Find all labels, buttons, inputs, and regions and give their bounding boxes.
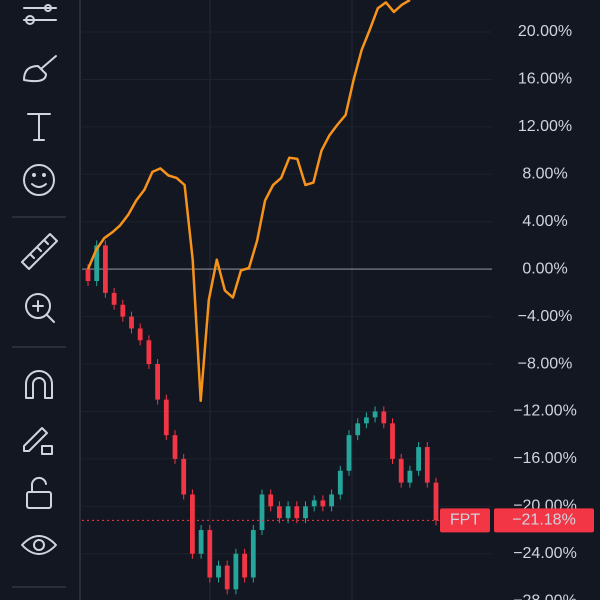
- y-tick-label: 20.00%: [518, 23, 572, 40]
- candle-body: [172, 435, 178, 459]
- y-tick-label: −24.00%: [513, 545, 577, 562]
- candle-body: [337, 470, 343, 495]
- candle-body: [416, 447, 421, 471]
- candle-body: [129, 316, 134, 329]
- y-tick-label: 0.00%: [522, 260, 567, 277]
- y-tick-label: −28.00%: [513, 592, 577, 600]
- tool-lock[interactable]: [26, 476, 52, 509]
- candle-body: [294, 506, 300, 519]
- candle-body: [163, 399, 169, 436]
- tool-emoji[interactable]: [23, 164, 55, 196]
- y-tick-label: 16.00%: [518, 71, 572, 88]
- candle-body: [433, 482, 439, 521]
- candle-body: [372, 411, 378, 418]
- candle-body: [207, 530, 213, 578]
- candle-body: [355, 423, 361, 436]
- tool-settings[interactable]: [23, 4, 57, 25]
- candle-body: [250, 530, 256, 578]
- last-value-box: [494, 508, 594, 533]
- last-value-label: −21.18%: [512, 512, 576, 529]
- candle-body: [268, 494, 274, 507]
- candle-body: [242, 553, 247, 578]
- candle-body: [320, 500, 326, 507]
- candle-body: [329, 494, 334, 507]
- symbol-label: FPT: [450, 512, 480, 529]
- candle-body: [407, 470, 413, 483]
- tool-ruler[interactable]: [21, 233, 58, 270]
- candle-body: [146, 340, 152, 365]
- line-series: [86, 0, 411, 403]
- candle-body: [190, 494, 195, 554]
- candle-body: [181, 458, 187, 495]
- y-tick-label: −4.00%: [518, 308, 573, 325]
- candle-body: [398, 458, 404, 483]
- candle-body: [381, 411, 387, 424]
- y-tick-label: −8.00%: [518, 355, 573, 372]
- y-tick-label: 4.00%: [522, 213, 567, 230]
- symbol-label-box: [440, 508, 490, 533]
- candle-body: [285, 506, 291, 519]
- tool-zoom[interactable]: [25, 293, 55, 323]
- y-tick-label: 12.00%: [518, 118, 572, 135]
- tool-brush[interactable]: [23, 55, 57, 83]
- y-tick-label: −16.00%: [513, 450, 577, 467]
- toolbar: [12, 0, 81, 600]
- candle-body: [259, 494, 265, 531]
- tool-visibility[interactable]: [21, 535, 57, 555]
- candle-body: [103, 245, 108, 293]
- candle-body: [346, 435, 352, 471]
- candle-body: [390, 423, 395, 459]
- candle-body: [198, 530, 204, 554]
- plot: 20.00% 16.00% 12.00% 8.00% 4.00% 0.00% −4.00% −…: [82, 0, 594, 600]
- candle-body: [155, 364, 160, 400]
- tool-text[interactable]: [27, 113, 51, 141]
- candle-body: [111, 292, 117, 305]
- candle-body: [216, 565, 221, 578]
- tool-lock-drawing[interactable]: [23, 427, 53, 455]
- candle-body: [137, 328, 143, 341]
- candle-body: [233, 553, 239, 590]
- y-tick-label: 8.00%: [522, 166, 567, 183]
- candle-body: [120, 304, 126, 317]
- candle-body: [85, 269, 91, 282]
- candle-body: [94, 245, 100, 282]
- y-tick-label: −12.00%: [513, 403, 577, 420]
- candle-body: [224, 565, 230, 590]
- candle-body: [303, 506, 308, 519]
- candle-body: [277, 506, 282, 519]
- candle-body: [424, 447, 430, 483]
- candle-body: [364, 417, 369, 424]
- candle-body: [311, 500, 317, 507]
- tool-magnet[interactable]: [25, 370, 53, 399]
